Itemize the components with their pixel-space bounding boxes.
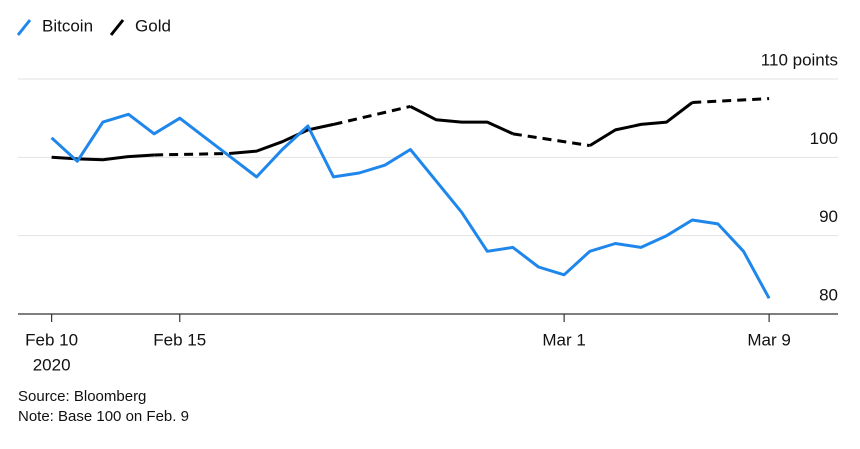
legend-label: Gold — [135, 16, 171, 35]
gap-connector — [333, 104, 411, 126]
note: Note: Base 100 on Feb. 9 — [18, 408, 189, 425]
y-tick-label: 110 points — [761, 50, 838, 69]
gap-connector — [692, 97, 770, 104]
series-line — [50, 112, 771, 300]
x-tick-label: Mar 9 — [747, 330, 790, 349]
y-tick-label: 90 — [819, 207, 838, 226]
source: Source: Bloomberg — [18, 388, 146, 405]
legend-swatch — [16, 19, 32, 36]
gap-connector — [512, 132, 590, 148]
x-tick-label: Mar 1 — [542, 330, 585, 349]
y-tick-label: 100 — [810, 129, 838, 148]
y-tick-label: 80 — [819, 285, 838, 304]
x-tick-label: Feb 10 — [25, 330, 78, 349]
legend-label: Bitcoin — [42, 16, 93, 35]
gap-connector — [154, 151, 232, 157]
x-tick-label: Feb 15 — [153, 330, 206, 349]
x-year-label: 2020 — [33, 355, 71, 374]
legend-swatch — [109, 19, 125, 36]
